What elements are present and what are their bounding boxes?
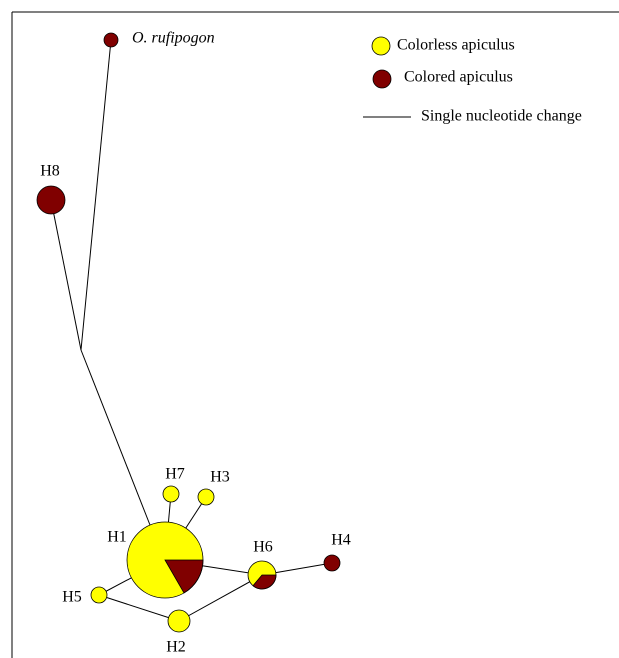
node-labels: O. rufipogon H8 H1 H7 H3 H6 H4 H5 H2 — [40, 30, 351, 656]
node-label: H2 — [166, 639, 186, 656]
edge — [98, 594, 180, 622]
node-h2 — [167, 609, 191, 633]
node-label: H4 — [331, 532, 351, 549]
node-label: H8 — [40, 163, 60, 180]
node-h3 — [197, 488, 215, 506]
legend-label: Colorless apiculus — [397, 37, 515, 54]
node-h5 — [90, 586, 108, 604]
node-h7 — [162, 485, 180, 503]
node-label: H6 — [253, 539, 273, 556]
edge — [80, 349, 151, 526]
node-h4 — [323, 554, 341, 572]
legend-swatch — [372, 69, 392, 89]
legend: Colorless apiculus Colored apiculus Sing… — [363, 36, 582, 125]
node-label: H3 — [210, 469, 230, 486]
legend-label: Colored apiculus — [404, 69, 513, 86]
edge — [178, 574, 263, 622]
legend-swatch — [371, 36, 391, 56]
node-h1-colored-part — [164, 559, 204, 594]
node-label: H7 — [165, 466, 185, 483]
node-rufipogon — [103, 32, 119, 48]
node-h6-colored-part — [252, 574, 277, 590]
nodes — [36, 32, 341, 633]
edge — [50, 199, 82, 351]
node-h8 — [36, 185, 66, 215]
node-label: O. rufipogon — [132, 30, 215, 47]
legend-label: Single nucleotide change — [421, 108, 582, 125]
node-label: H5 — [62, 589, 82, 606]
edge — [80, 39, 112, 351]
node-label: H1 — [107, 529, 127, 546]
